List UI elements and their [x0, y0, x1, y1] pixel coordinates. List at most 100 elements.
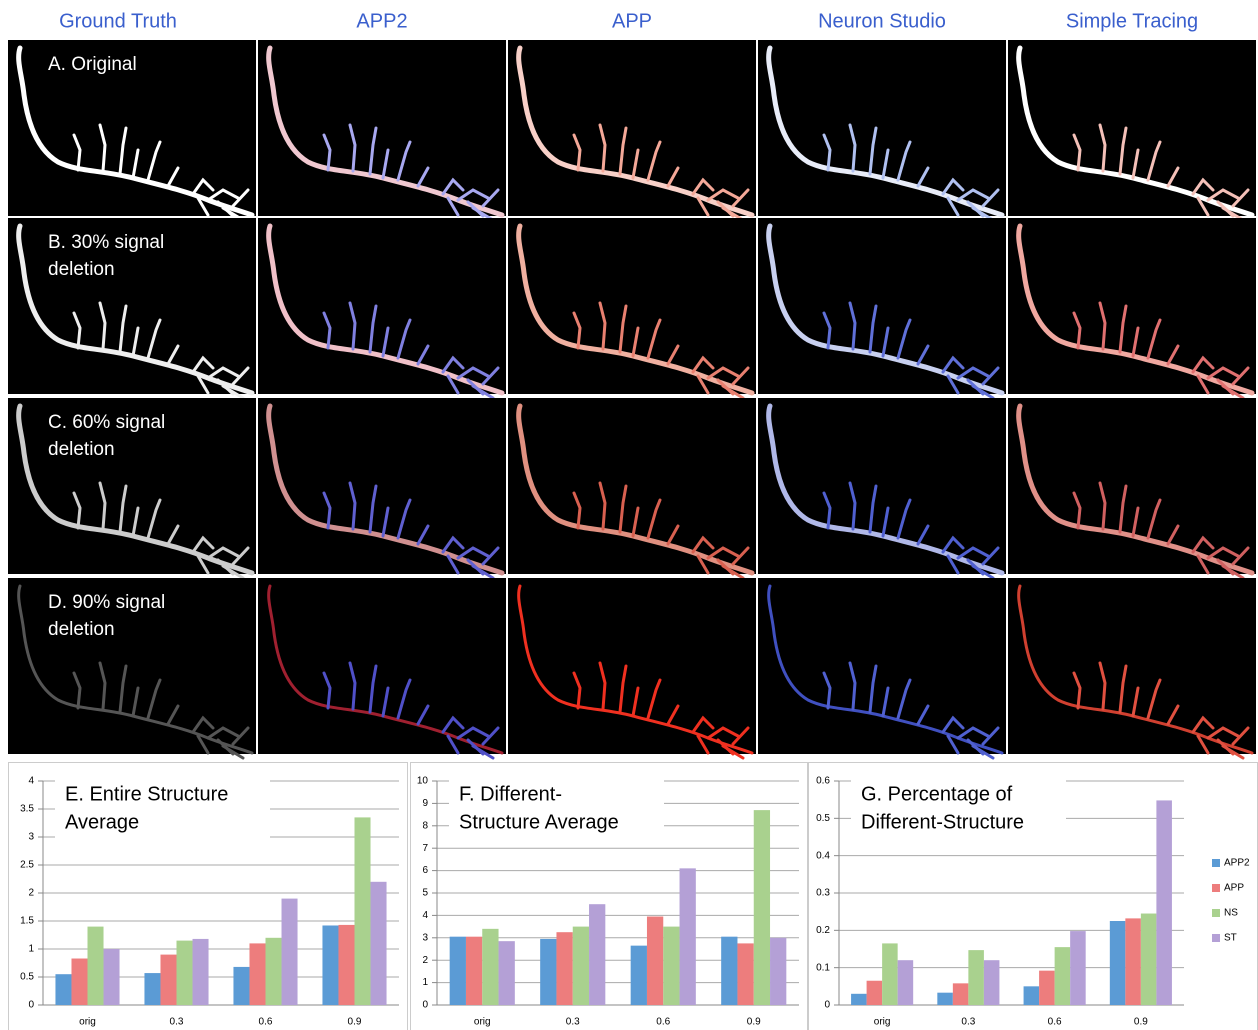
neuron-branch: [706, 366, 740, 380]
neuron-branch: [1098, 123, 1107, 173]
neuron-branch: [72, 133, 82, 172]
neuron-branch: [118, 304, 128, 354]
bar: [176, 940, 193, 1005]
neuron-branch: [481, 188, 500, 208]
neuron-branch: [868, 126, 878, 176]
neuron-branch: [196, 734, 210, 755]
image-panel: [1008, 218, 1256, 394]
neuron-branch: [731, 726, 750, 746]
neuron-branch: [98, 481, 107, 531]
neuron-branch: [706, 726, 740, 740]
neuron-branch: [206, 546, 240, 560]
bar: [103, 949, 120, 1005]
y-tick-label: 10: [417, 776, 429, 787]
column-header: Ground Truth: [59, 10, 177, 32]
bar: [498, 941, 515, 1005]
neuron-branch: [896, 498, 912, 540]
neuron-branch: [471, 384, 495, 400]
y-tick-label: 2: [422, 955, 428, 966]
title-background: [449, 777, 664, 839]
legend-label: NS: [1224, 908, 1238, 919]
neuron-branch: [1118, 664, 1128, 714]
neuron-branch: [881, 148, 890, 180]
neuron-branch: [166, 344, 180, 366]
neuron-branch: [848, 481, 857, 531]
neuron-branch: [481, 366, 500, 386]
neuron-branch: [441, 355, 465, 374]
neuron-branch: [456, 188, 490, 202]
x-tick-label: 0.6: [259, 1017, 273, 1028]
image-panel: [1008, 40, 1256, 216]
neuron-branch: [368, 664, 378, 714]
chart-title: E. Entire Structure: [65, 783, 228, 805]
y-tick-label: 7: [422, 843, 428, 854]
image-panel: [258, 398, 506, 574]
neuron-branch: [572, 311, 582, 350]
image-grid: Ground Truth APP2 APP Neuron Studio Simple T…: [8, 10, 1256, 760]
neuron-branch: [1166, 344, 1180, 366]
x-tick-label: 0.6: [1048, 1017, 1062, 1028]
y-tick-label: 0: [824, 1000, 830, 1011]
neuron-branch: [416, 344, 430, 366]
image-panel: [758, 218, 1006, 394]
neuron-branch: [981, 188, 1000, 208]
bar: [851, 993, 867, 1005]
neuron-branch: [146, 140, 162, 182]
image-panel: [258, 578, 506, 754]
neuron-branch: [368, 126, 378, 176]
bar: [1125, 918, 1141, 1005]
neuron-branch: [396, 318, 412, 360]
row-label: B. 30% signal: [48, 232, 164, 253]
neuron-branch: [348, 301, 357, 351]
bar: [1054, 947, 1071, 1005]
neuron-branch: [822, 491, 832, 530]
neuron-branch: [721, 744, 745, 760]
neuron-branch: [1146, 140, 1162, 182]
neuron-branch: [1221, 564, 1245, 580]
bar: [192, 938, 209, 1005]
neuron-branch: [98, 301, 107, 351]
neuron-branch: [1231, 188, 1250, 208]
neuron-branch: [381, 506, 390, 538]
neuron-branch: [206, 188, 240, 202]
neuron-branch: [131, 148, 140, 180]
x-tick-label: 0.9: [1134, 1017, 1148, 1028]
neuron-branch: [381, 326, 390, 358]
chart-title: Structure Average: [459, 811, 619, 833]
neuron-branch: [396, 140, 412, 182]
image-panel: [8, 398, 256, 574]
column-header: Simple Tracing: [1066, 10, 1198, 32]
neuron-branch: [946, 554, 960, 575]
neuron-branch: [441, 715, 465, 734]
neuron-branch: [396, 498, 412, 540]
neuron-branch: [946, 734, 960, 755]
row-label: deletion: [48, 619, 115, 640]
image-panel: [258, 40, 506, 216]
neuron-branch: [1131, 506, 1140, 538]
neuron-branch: [696, 196, 710, 217]
neuron-branch: [221, 564, 245, 580]
neuron-branch: [941, 715, 965, 734]
row-label: D. 90% signal: [48, 592, 165, 613]
neuron-branch: [691, 355, 715, 374]
image-panel: [258, 218, 506, 394]
bar: [952, 983, 969, 1005]
column-header: Neuron Studio: [818, 10, 946, 32]
neuron-branch: [618, 664, 628, 714]
neuron-branch: [446, 734, 460, 755]
y-tick-label: 9: [422, 798, 428, 809]
title-background: [55, 777, 270, 839]
neuron-branch: [231, 726, 250, 746]
column-header: APP: [612, 10, 652, 32]
title-background: [851, 777, 1066, 839]
bar: [897, 960, 914, 1005]
neuron-branch: [916, 704, 930, 726]
image-panel: [8, 578, 256, 754]
neuron-branch: [598, 481, 607, 531]
neuron-branch: [971, 564, 995, 580]
neuron-branch: [456, 726, 490, 740]
neuron-branch: [1166, 524, 1180, 546]
neuron-branch: [1196, 196, 1210, 217]
neuron-branch: [481, 726, 500, 746]
neuron-branch: [731, 188, 750, 208]
